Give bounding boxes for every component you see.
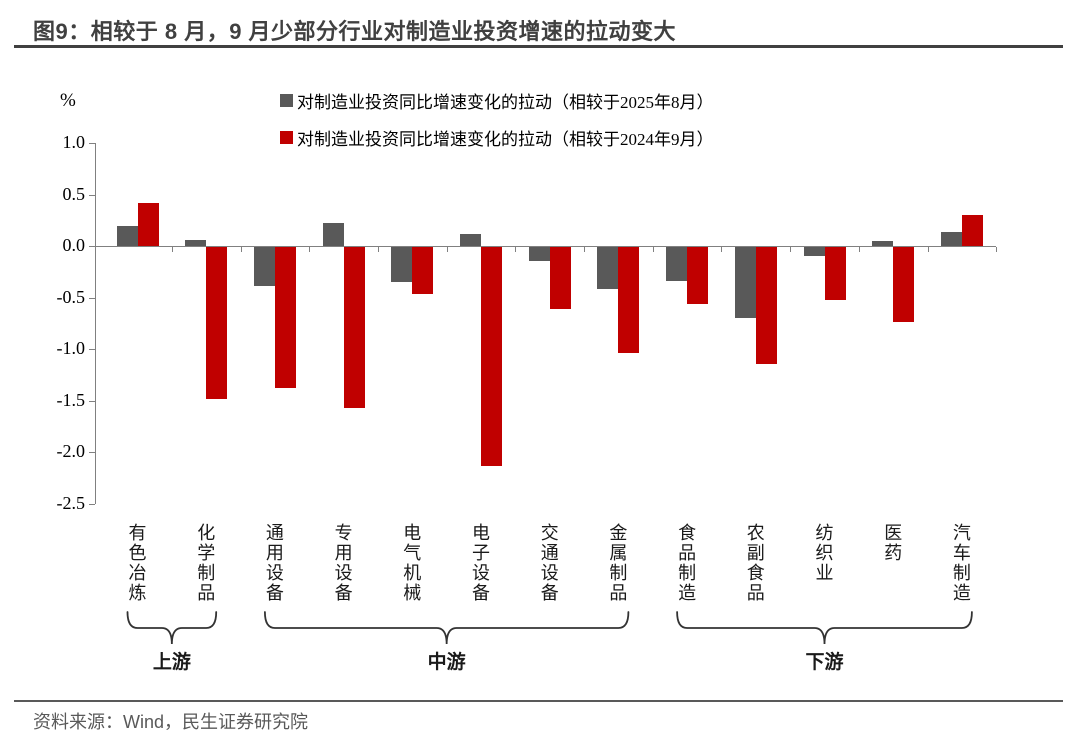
y-axis-line [95,143,96,504]
bar-red-通用设备 [274,247,296,389]
x-axis-tick [584,247,586,253]
bar-red-农副食品 [755,247,777,364]
y-axis-tick [89,297,95,299]
bar-gray-电子设备 [460,233,481,247]
bar-gray-农副食品 [734,247,756,319]
bar-red-电气机械 [412,247,434,294]
y-tick-label: -1.5 [56,389,86,410]
y-tick-label: -1.0 [56,338,86,359]
x-category-label: 化学制品 [195,523,216,603]
x-axis-tick [171,247,173,253]
x-category-label: 交通设备 [538,523,559,603]
bar-gray-有色冶炼 [116,225,138,247]
x-category-label: 食品制造 [676,523,697,603]
bar-red-医药 [893,247,915,323]
bar-gray-通用设备 [253,247,275,287]
x-axis-tick [240,247,242,253]
legend-label-aug2025: 对制造业投资同比增速变化的拉动（相较于2025年8月） [297,92,714,112]
y-tick-label: -0.5 [56,286,86,307]
bar-gray-食品制造 [666,247,688,282]
group-label-上游: 上游 [152,652,191,673]
brace-下游 [676,611,973,645]
legend-item-aug2025: 对制造业投资同比增速变化的拉动（相较于2025年8月） [280,88,714,112]
red-series-swatch [280,130,293,144]
x-category-label: 农副食品 [744,523,765,603]
bar-gray-金属制品 [597,247,619,290]
x-axis-tick [858,247,860,253]
bar-red-化学制品 [206,247,228,399]
y-axis-tick [89,194,95,196]
x-category-label: 电气机械 [401,523,422,603]
x-category-label: 专用设备 [332,523,353,603]
x-axis-tick [446,247,448,253]
x-category-label: 有色冶炼 [126,523,147,603]
x-category-label: 通用设备 [263,523,284,603]
x-category-label: 纺织业 [813,523,834,583]
y-axis-tick [89,349,95,351]
legend-item-sep2024: 对制造业投资同比增速变化的拉动（相较于2024年9月） [280,125,714,149]
x-category-label: 金属制品 [607,523,628,603]
x-category-label: 汽车制造 [950,523,971,603]
y-axis-tick [89,400,95,402]
x-axis-tick [927,247,929,253]
group-label-下游: 下游 [805,652,844,673]
bar-gray-电气机械 [391,247,413,283]
y-tick-label: 0.5 [62,183,86,204]
chart-legend: 对制造业投资同比增速变化的拉动（相较于2025年8月） 对制造业投资同比增速变化… [280,88,714,162]
legend-label-sep2024: 对制造业投资同比增速变化的拉动（相较于2024年9月） [297,129,714,149]
y-axis-tick [89,504,95,505]
y-tick-label: 0.0 [62,235,86,256]
bar-red-交通设备 [549,247,571,310]
zero-baseline [95,246,997,248]
x-axis-tick [309,247,311,253]
y-tick-label: -2.0 [56,441,86,462]
x-axis-tick [721,247,723,253]
bar-red-汽车制造 [961,215,983,247]
footer-divider [14,700,1063,702]
x-axis-tick [996,247,998,253]
y-tick-label: 1.0 [62,132,86,152]
bar-red-有色冶炼 [137,202,159,247]
bar-gray-纺织业 [803,247,825,257]
group-label-中游: 中游 [427,652,466,673]
x-axis-tick [515,247,517,253]
x-category-label: 电子设备 [470,523,490,603]
bar-gray-化学制品 [185,239,207,247]
bar-gray-交通设备 [528,247,550,261]
gray-series-swatch [280,93,293,107]
y-axis-tick [89,246,95,248]
y-axis-tick [89,143,95,144]
brace-中游 [264,611,630,645]
bar-gray-专用设备 [322,223,344,247]
source-text: 资料来源：Wind，民生证券研究院 [33,712,309,732]
bar-red-纺织业 [824,247,846,300]
x-axis-tick [652,247,654,253]
bar-red-电子设备 [481,247,502,466]
bar-red-食品制造 [687,247,709,304]
title-underline [14,45,1063,48]
brace-上游 [126,611,218,645]
bar-gray-汽车制造 [940,231,962,247]
bar-red-金属制品 [618,247,640,354]
x-axis-tick [377,247,379,253]
bar-gray-医药 [872,240,894,247]
figure-title: 图9：相较于 8 月，9 月少部分行业对制造业投资增速的拉动变大 [33,19,677,44]
x-axis-tick [790,247,792,253]
y-axis-tick [89,452,95,454]
y-tick-label: -2.5 [56,493,86,513]
bar-red-专用设备 [343,247,365,409]
y-axis-unit-label: % [60,90,76,111]
x-category-label: 医药 [882,523,903,563]
